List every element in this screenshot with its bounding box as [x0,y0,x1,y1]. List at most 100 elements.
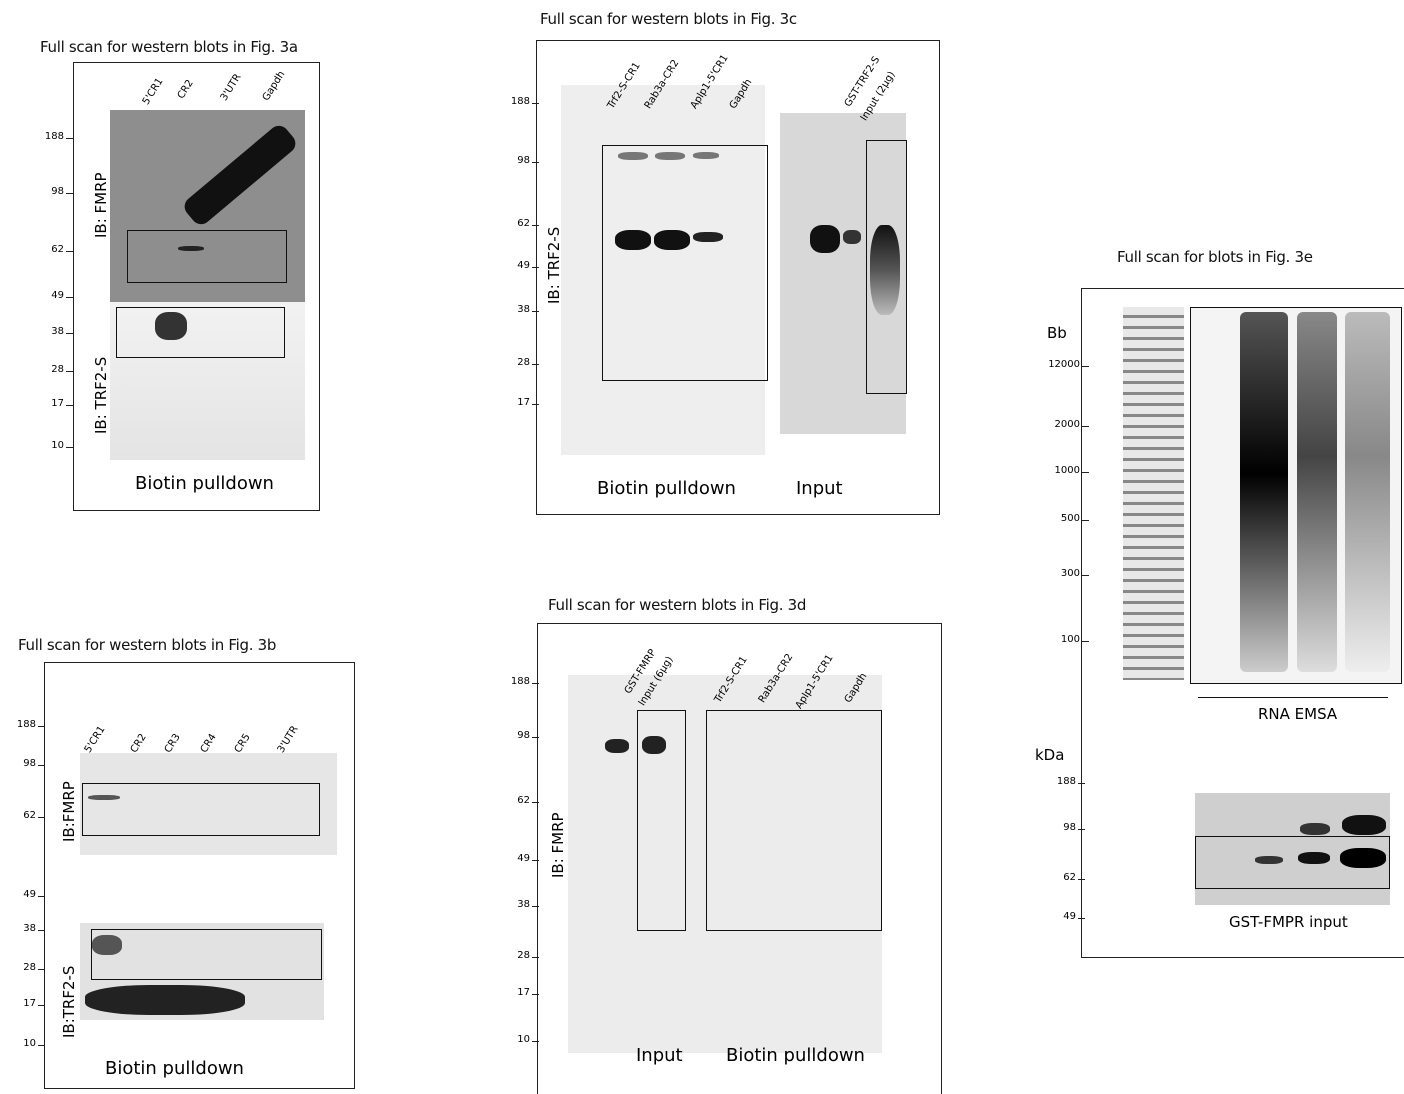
marker-tick [66,447,73,448]
marker-tick [532,162,539,163]
crop-box [1190,307,1402,684]
marker-tick [1082,366,1089,367]
marker-label: 49 [490,853,530,864]
marker-label: 188 [1036,776,1076,787]
footer-label: Biotin pulldown [105,1058,244,1079]
marker-tick [1082,575,1089,576]
marker-label: 62 [490,795,530,806]
marker-tick [1078,829,1085,830]
marker-tick [38,765,45,766]
marker-tick [1078,783,1085,784]
marker-tick [38,817,45,818]
marker-tick [532,994,539,995]
panel-frame [44,662,355,1089]
marker-tick [38,1005,45,1006]
marker-label: 98 [490,730,530,741]
crop-box [82,783,320,836]
crop-box [602,145,768,381]
marker-label: 17 [490,987,530,998]
marker-label: 28 [490,357,530,368]
marker-label: 98 [1036,822,1076,833]
marker-tick [532,957,539,958]
panel-title: Full scan for western blots in Fig. 3c [540,10,797,28]
crop-box [91,929,322,980]
crop-box [706,710,882,931]
band [1300,823,1330,835]
marker-label: 62 [490,218,530,229]
marker-tick [532,364,539,365]
marker-tick [532,267,539,268]
marker-label: 98 [24,186,64,197]
marker-tick [532,737,539,738]
page: Full scan for western blots in Fig. 3a 18… [0,0,1404,1094]
footer-label: Biotin pulldown [726,1045,865,1066]
marker-label: 62 [0,810,36,821]
marker-tick [532,404,539,405]
marker-label: 17 [490,397,530,408]
marker-label: 17 [0,998,36,1009]
marker-tick [1078,879,1085,880]
marker-label: 10 [0,1038,36,1049]
marker-label: 28 [24,364,64,375]
marker-label: 98 [490,155,530,166]
footer-label: RNA EMSA [1258,705,1337,723]
marker-label: 49 [490,260,530,271]
marker-tick [38,969,45,970]
unit-label: Bb [1047,324,1067,342]
marker-tick [66,405,73,406]
crop-box [866,140,907,394]
marker-label: 98 [0,758,36,769]
marker-tick [532,225,539,226]
marker-tick [66,333,73,334]
marker-label: 38 [24,326,64,337]
marker-tick [532,311,539,312]
marker-tick [1082,472,1089,473]
antibody-label: IB: FMRP [92,172,110,238]
panel-title: Full scan for western blots in Fig. 3a [40,38,298,56]
marker-tick [532,1041,539,1042]
marker-label: 188 [490,676,530,687]
marker-tick [1078,918,1085,919]
marker-tick [532,802,539,803]
antibody-label: IB: TRF2-S [545,227,563,304]
marker-tick [66,371,73,372]
panel-title: Full scan for blots in Fig. 3e [1117,248,1313,266]
antibody-label: IB: FMRP [549,812,567,878]
panel-title: Full scan for western blots in Fig. 3b [18,636,276,654]
marker-label: 28 [0,962,36,973]
band [810,225,840,253]
marker-tick [1082,520,1089,521]
marker-tick [532,906,539,907]
marker-label: 62 [1036,872,1076,883]
marker-tick [38,1045,45,1046]
band [843,230,861,244]
marker-label: 10 [490,1034,530,1045]
unit-label: kDa [1035,746,1064,764]
antibody-label: IB: TRF2-S [92,357,110,434]
marker-label: 10 [24,440,64,451]
antibody-label: IB:FMRP [60,781,78,842]
marker-tick [66,138,73,139]
crop-box [637,710,686,931]
marker-tick [38,896,45,897]
marker-label: 12000 [1040,359,1080,370]
marker-label: 38 [490,899,530,910]
band [1342,815,1386,835]
footer-label: Biotin pulldown [135,473,274,494]
footer-label: GST-FMPR input [1229,913,1348,931]
marker-label: 500 [1040,513,1080,524]
marker-label: 188 [0,719,36,730]
marker-tick [532,683,539,684]
marker-label: 188 [490,96,530,107]
marker-label: 62 [24,244,64,255]
footer-label: Biotin pulldown [597,478,736,499]
marker-label: 1000 [1040,465,1080,476]
marker-label: 28 [490,950,530,961]
marker-label: 2000 [1040,419,1080,430]
footer-label: Input [796,478,843,499]
antibody-label: IB:TRF2-S [60,966,78,1038]
panel-title: Full scan for western blots in Fig. 3d [548,596,806,614]
crop-box [116,307,285,358]
marker-label: 38 [0,923,36,934]
marker-tick [66,297,73,298]
